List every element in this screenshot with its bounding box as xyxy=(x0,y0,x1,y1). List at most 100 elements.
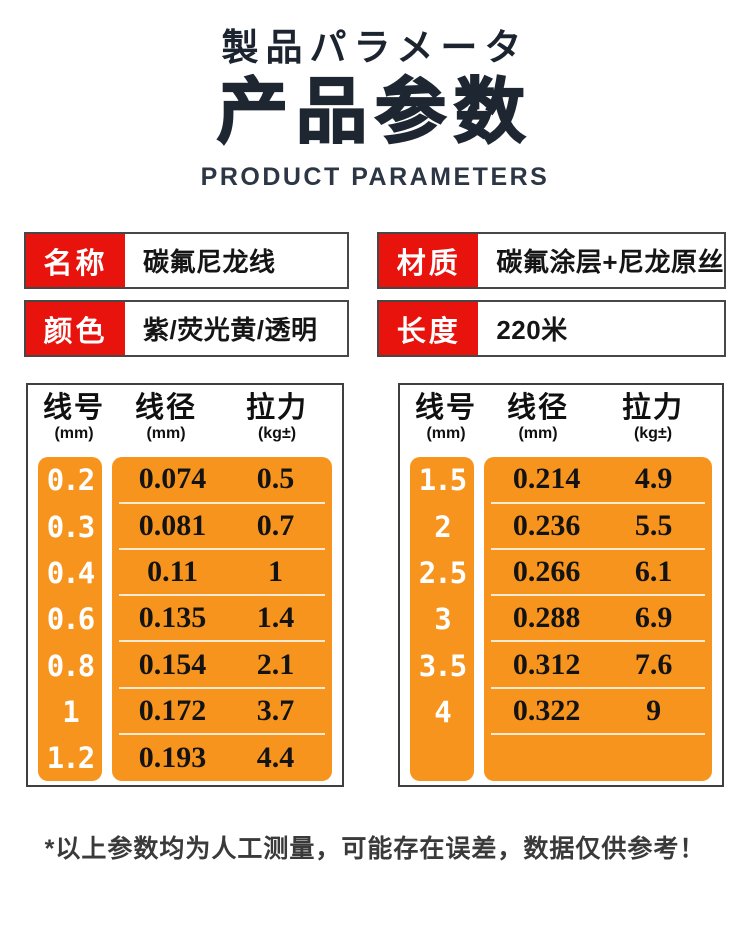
column-unit: (kg±) xyxy=(633,424,673,442)
diameter-value: 0.214 xyxy=(512,462,581,496)
column-title: 线号 xyxy=(414,392,477,425)
column-unit: (mm) xyxy=(146,424,186,442)
diameter-value: 0.236 xyxy=(512,508,581,542)
strength-value: 2.1 xyxy=(256,647,295,681)
line-size-cell: 2 xyxy=(434,509,451,544)
line-size-cell: 1.2 xyxy=(46,741,95,776)
table-body: 0.2 0.3 0.4 0.6 0.8 1 1.2 0.074 0.5 0.08… xyxy=(38,457,332,782)
table-row: 0.193 4.4 xyxy=(119,735,325,781)
column-unit: (kg±) xyxy=(257,424,297,442)
strength-value: 1.4 xyxy=(256,601,295,635)
subtitle-english: PRODUCT PARAMETERS xyxy=(200,163,550,192)
column-header-diameter: 线径 (mm) xyxy=(482,393,594,451)
diameter-value: 0.288 xyxy=(512,601,581,635)
spec-table-right: 线号 (mm) 线径 (mm) 拉力 (kg±) 1.5 2 2.5 3 3.5… xyxy=(398,383,724,788)
info-box-color: 颜色 紫/荧光黄/透明 xyxy=(24,300,350,358)
column-unit: (mm) xyxy=(54,424,94,442)
table-row: 0.172 3.7 xyxy=(119,689,325,735)
diameter-value: 0.193 xyxy=(138,741,207,775)
line-size-cell: 0.3 xyxy=(46,509,95,544)
line-size-cell: 4 xyxy=(434,694,451,729)
column-title: 拉力 xyxy=(245,392,308,425)
strength-value: 6.1 xyxy=(634,554,673,588)
diameter-value: 0.154 xyxy=(138,647,207,681)
table-row: 0.322 9 xyxy=(491,689,705,735)
column-header-strength: 拉力 (kg±) xyxy=(594,393,712,451)
line-size-column: 0.2 0.3 0.4 0.6 0.8 1 1.2 xyxy=(38,457,102,782)
strength-value: 3.7 xyxy=(256,693,295,727)
values-block: 0.074 0.5 0.081 0.7 0.11 1 0.135 1.4 0.1… xyxy=(112,457,332,782)
table-row: 0.074 0.5 xyxy=(119,457,325,504)
column-header-diameter: 线径 (mm) xyxy=(110,393,222,451)
table-row: 0.214 4.9 xyxy=(491,457,705,504)
column-header-strength: 拉力 (kg±) xyxy=(222,393,332,451)
line-size-column: 1.5 2 2.5 3 3.5 4 xyxy=(410,457,474,782)
info-value-material: 碳氟涂层+尼龙原丝 xyxy=(496,247,724,278)
table-row: 0.154 2.1 xyxy=(119,642,325,689)
table-row: 0.312 7.6 xyxy=(491,642,705,689)
diameter-value: 0.172 xyxy=(138,693,207,727)
line-size-cell: 2.5 xyxy=(418,555,467,590)
strength-value: 4.4 xyxy=(256,741,295,775)
line-size-cell: 0.2 xyxy=(46,463,95,498)
diameter-value: 0.322 xyxy=(512,693,581,727)
table-row: 0.266 6.1 xyxy=(491,550,705,597)
table-header: 线号 (mm) 线径 (mm) 拉力 (kg±) xyxy=(410,393,712,451)
line-size-cell: 1.5 xyxy=(418,463,467,498)
info-box-name: 名称 碳氟尼龙线 xyxy=(24,232,350,290)
column-header-size: 线号 (mm) xyxy=(38,393,110,451)
diameter-value: 0.266 xyxy=(512,554,581,588)
line-size-cell: 0.8 xyxy=(46,648,95,683)
column-title: 拉力 xyxy=(621,392,684,425)
diameter-value: 0.312 xyxy=(512,647,581,681)
strength-value: 0.5 xyxy=(256,462,295,496)
table-row: 0.081 0.7 xyxy=(119,504,325,550)
page-header: 製品パラメータ 产品参数 PRODUCT PARAMETERS xyxy=(0,0,750,192)
line-size-cell: 3.5 xyxy=(418,648,467,683)
strength-value: 4.9 xyxy=(634,462,673,496)
line-size-cell: 3 xyxy=(434,602,451,637)
title-japanese: 製品パラメータ xyxy=(221,25,529,69)
info-label-material: 材质 xyxy=(379,234,479,288)
info-box-length: 长度 220米 xyxy=(377,300,726,358)
diameter-value: 0.11 xyxy=(147,554,198,588)
info-label-length: 长度 xyxy=(379,302,479,356)
strength-value: 0.7 xyxy=(256,508,295,542)
column-header-size: 线号 (mm) xyxy=(410,393,482,451)
info-label-color: 颜色 xyxy=(26,302,125,356)
page-title: 产品参数 xyxy=(216,72,533,152)
strength-value: 7.6 xyxy=(634,647,673,681)
table-row-empty xyxy=(491,735,705,781)
table-header: 线号 (mm) 线径 (mm) 拉力 (kg±) xyxy=(38,393,332,451)
line-size-cell: 0.6 xyxy=(46,602,95,637)
strength-value: 1 xyxy=(268,554,284,588)
info-label-name: 名称 xyxy=(26,234,125,288)
table-row: 0.288 6.9 xyxy=(491,596,705,643)
product-info-grid: 名称 碳氟尼龙线 材质 碳氟涂层+尼龙原丝 颜色 紫/荧光黄/透明 长度 220… xyxy=(24,232,726,358)
disclaimer-note: *以上参数均为人工测量，可能存在误差，数据仅供参考！ xyxy=(44,835,706,864)
info-value-length: 220米 xyxy=(496,315,568,346)
strength-value: 9 xyxy=(646,693,662,727)
line-size-cell: 1 xyxy=(62,694,79,729)
line-size-cell: 0.4 xyxy=(46,555,95,590)
column-unit: (mm) xyxy=(518,424,558,442)
column-unit: (mm) xyxy=(426,424,466,442)
column-title: 线径 xyxy=(506,392,569,425)
column-title: 线径 xyxy=(134,392,197,425)
diameter-value: 0.074 xyxy=(138,462,207,496)
strength-value: 6.9 xyxy=(634,601,673,635)
spec-tables: 线号 (mm) 线径 (mm) 拉力 (kg±) 0.2 0.3 0.4 0.6… xyxy=(26,383,724,788)
strength-value: 5.5 xyxy=(634,508,673,542)
table-row: 0.236 5.5 xyxy=(491,504,705,550)
info-value-name: 碳氟尼龙线 xyxy=(143,247,276,278)
info-box-material: 材质 碳氟涂层+尼龙原丝 xyxy=(377,232,726,290)
line-size-cell-empty xyxy=(410,735,474,781)
values-block: 0.214 4.9 0.236 5.5 0.266 6.1 0.288 6.9 … xyxy=(484,457,712,782)
spec-table-left: 线号 (mm) 线径 (mm) 拉力 (kg±) 0.2 0.3 0.4 0.6… xyxy=(26,383,344,788)
table-body: 1.5 2 2.5 3 3.5 4 0.214 4.9 0.236 5.5 0.… xyxy=(410,457,712,782)
column-title: 线号 xyxy=(42,392,105,425)
info-value-color: 紫/荧光黄/透明 xyxy=(143,315,318,346)
diameter-value: 0.135 xyxy=(138,601,207,635)
diameter-value: 0.081 xyxy=(138,508,207,542)
table-row: 0.135 1.4 xyxy=(119,596,325,643)
